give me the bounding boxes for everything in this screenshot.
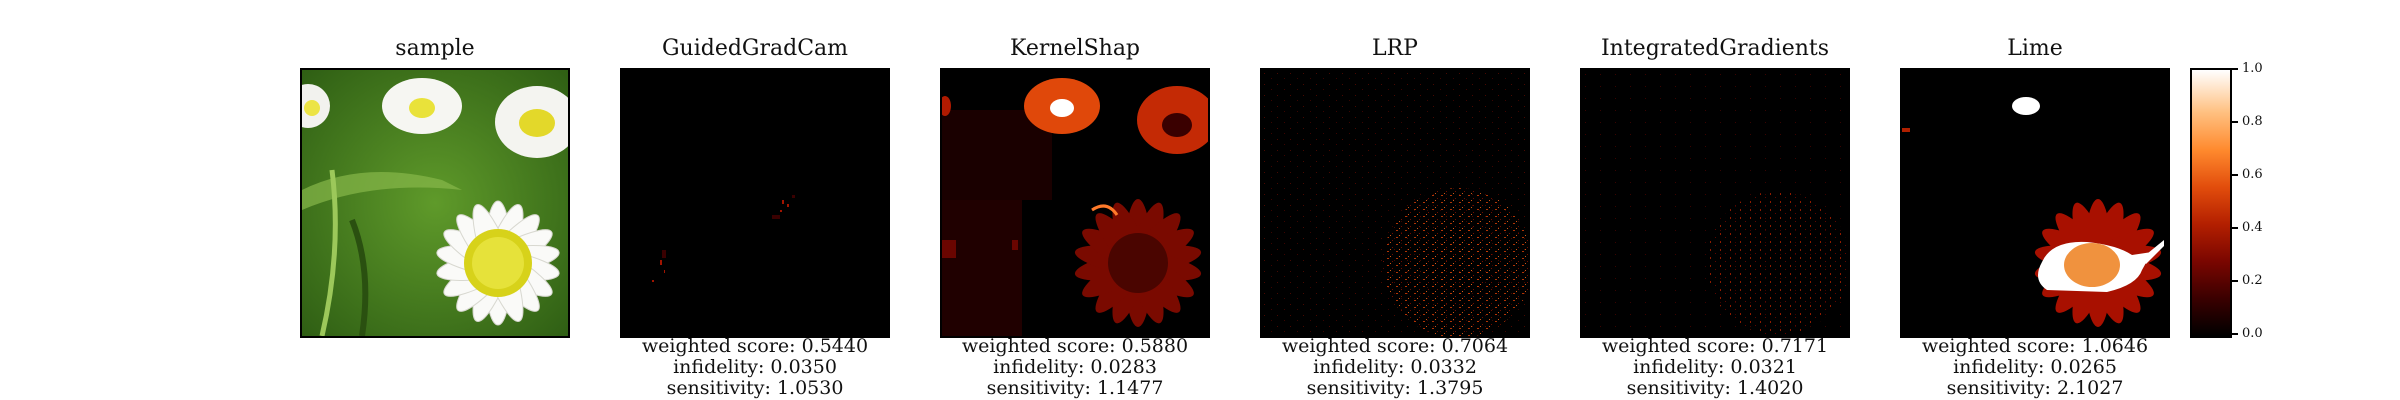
- panel-title: IntegratedGradients: [1580, 36, 1850, 62]
- lrp-heatmap: [1262, 70, 1528, 336]
- weighted-score: weighted score: 1.0646: [1880, 336, 2190, 357]
- colorbar-tick-label: 0.4: [2242, 221, 2263, 235]
- sensitivity: sensitivity: 1.1477: [920, 378, 1230, 399]
- metrics-block: weighted score: 0.5880 infidelity: 0.028…: [920, 336, 1230, 399]
- weighted-score: weighted score: 0.7064: [1240, 336, 1550, 357]
- colorbar-tick-label: 0.8: [2242, 115, 2263, 129]
- daisy-photo: [302, 70, 568, 336]
- infidelity: infidelity: 0.0332: [1240, 357, 1550, 378]
- attribution-map: [620, 68, 890, 338]
- panel-title: GuidedGradCam: [620, 36, 890, 62]
- weighted-score: weighted score: 0.7171: [1560, 336, 1870, 357]
- sensitivity: sensitivity: 1.3795: [1240, 378, 1550, 399]
- sensitivity: sensitivity: 2.1027: [1880, 378, 2190, 399]
- colorbar-tick-label: 0.0: [2242, 327, 2263, 341]
- sample-image: [300, 68, 570, 338]
- colorbar: [2190, 68, 2232, 338]
- colorbar-tick: [2232, 121, 2238, 123]
- colorbar-tick: [2232, 333, 2238, 335]
- kernelshap-heatmap: [942, 70, 1208, 336]
- attribution-map: [1260, 68, 1530, 338]
- lime-heatmap: [1902, 70, 2168, 336]
- sensitivity: sensitivity: 1.4020: [1560, 378, 1870, 399]
- panel-title: sample: [300, 36, 570, 62]
- metrics-block: weighted score: 0.5440 infidelity: 0.035…: [600, 336, 910, 399]
- attribution-map: [1580, 68, 1850, 338]
- integratedgradients-heatmap: [1582, 70, 1848, 336]
- colorbar-tick: [2232, 227, 2238, 229]
- colorbar-tick: [2232, 280, 2238, 282]
- infidelity: infidelity: 0.0321: [1560, 357, 1870, 378]
- infidelity: infidelity: 0.0265: [1880, 357, 2190, 378]
- sensitivity: sensitivity: 1.0530: [600, 378, 910, 399]
- metrics-block: weighted score: 0.7064 infidelity: 0.033…: [1240, 336, 1550, 399]
- infidelity: infidelity: 0.0283: [920, 357, 1230, 378]
- metrics-block: weighted score: 0.7171 infidelity: 0.032…: [1560, 336, 1870, 399]
- colorbar-tick: [2232, 174, 2238, 176]
- infidelity: infidelity: 0.0350: [600, 357, 910, 378]
- weighted-score: weighted score: 0.5880: [920, 336, 1230, 357]
- attribution-map: [1900, 68, 2170, 338]
- metrics-block: weighted score: 1.0646 infidelity: 0.026…: [1880, 336, 2190, 399]
- panel-title: LRP: [1260, 36, 1530, 62]
- colorbar-tick-label: 0.6: [2242, 168, 2263, 182]
- attribution-map: [940, 68, 1210, 338]
- panel-title: KernelShap: [940, 36, 1210, 62]
- panel-title: Lime: [1900, 36, 2170, 62]
- guidedgradcam-heatmap: [622, 70, 888, 336]
- colorbar-tick: [2232, 68, 2238, 70]
- colorbar-tick-label: 1.0: [2242, 62, 2263, 76]
- weighted-score: weighted score: 0.5440: [600, 336, 910, 357]
- colorbar-tick-label: 0.2: [2242, 274, 2263, 288]
